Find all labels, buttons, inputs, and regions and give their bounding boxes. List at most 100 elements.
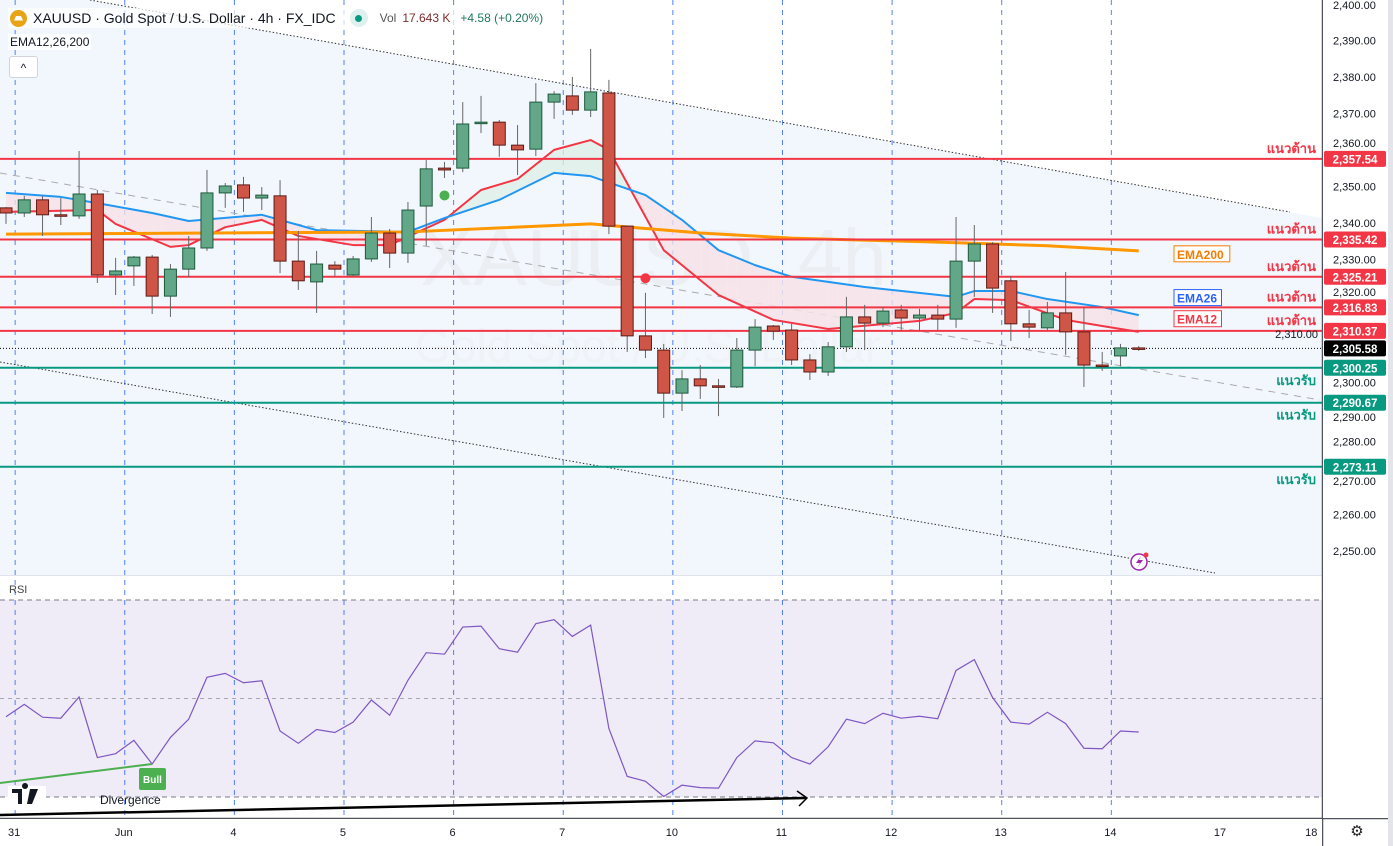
candle[interactable] [1022,309,1036,339]
candle[interactable] [967,225,981,297]
symbol-title[interactable]: XAUUSD · Gold Spot / U.S. Dollar · 4h · … [33,10,336,26]
candle[interactable] [949,216,963,328]
candle[interactable] [163,264,177,317]
candle[interactable] [894,304,908,332]
ema-line-ema26[interactable] [5,171,1139,317]
candle[interactable] [54,198,68,226]
candle[interactable] [218,183,232,208]
candle[interactable] [1077,307,1091,387]
candle[interactable] [913,308,926,332]
rsi-line[interactable] [5,619,1139,798]
candle[interactable] [565,76,579,115]
candle[interactable] [291,230,305,290]
candle[interactable] [1132,346,1146,351]
ema-cloud-segment [353,230,363,246]
candle[interactable] [145,254,159,314]
candle-body [310,263,324,283]
price-level-badge-text: 2,316.83 [1333,303,1378,315]
candle[interactable] [712,378,726,417]
candle-body [675,378,689,394]
candle[interactable] [200,169,214,251]
candle[interactable] [748,319,762,367]
candle[interactable] [511,125,525,176]
candle[interactable] [273,180,287,274]
candle[interactable] [839,296,853,352]
ema-cloud-segment [718,250,728,300]
upper-trendline[interactable] [89,0,1291,213]
candle[interactable] [1004,276,1018,341]
candle[interactable] [986,242,1000,313]
candle-body [54,214,68,217]
candle-body [712,385,726,388]
candle-body [1077,331,1091,366]
ema-cloud-segment [727,253,737,304]
ema-cloud-segment [663,207,673,258]
candle[interactable] [346,256,360,277]
candle[interactable] [785,323,799,366]
candle[interactable] [1040,301,1054,331]
candle[interactable] [657,343,671,418]
candle[interactable] [90,189,104,283]
candle[interactable] [0,207,13,224]
candle[interactable] [602,79,616,235]
candle[interactable] [1059,272,1073,355]
candle[interactable] [821,342,835,376]
price-level-badge-text: 2,325.21 [1333,272,1378,284]
candle-body [858,316,872,324]
candle[interactable] [1113,343,1127,367]
candle-body [419,168,433,207]
candle[interactable] [401,202,415,263]
price-tick-label: 2,270.00 [1333,476,1376,488]
candle[interactable] [237,176,251,212]
ema-cloud-segment [1129,313,1139,332]
candle[interactable] [675,370,689,412]
candle[interactable] [638,292,652,359]
candle[interactable] [1095,351,1109,371]
collapse-legend-button[interactable]: ^ [9,56,38,78]
candle[interactable] [364,216,378,262]
candle[interactable] [876,307,890,328]
candle[interactable] [931,304,945,331]
price-level-badge-text: 2,335.42 [1333,235,1378,247]
candle[interactable] [437,161,451,178]
price-level-badge [1324,299,1386,316]
time-axis[interactable] [0,819,1322,846]
mid-trendline[interactable] [0,172,1321,401]
candle[interactable] [547,91,561,119]
candle[interactable] [255,187,269,211]
candle[interactable] [419,160,433,246]
candle[interactable] [72,150,86,219]
candle[interactable] [730,338,744,389]
price-tick-label: 2,250.00 [1333,546,1376,558]
candle[interactable] [474,95,488,134]
candle[interactable] [492,119,506,157]
candle[interactable] [584,48,598,118]
candle[interactable] [803,354,817,381]
gear-icon[interactable]: ⚙ [1350,823,1364,840]
candle[interactable] [529,83,543,157]
candle[interactable] [328,261,342,277]
ema-cloud-segment [654,201,664,251]
candle[interactable] [693,365,707,399]
indicator-legend[interactable]: EMA12,26,200 [8,34,92,50]
candle[interactable] [383,229,397,269]
candle[interactable] [182,235,196,277]
tradingview-logo[interactable] [8,783,46,806]
candle[interactable] [456,102,470,173]
bull-divergence-line[interactable] [0,763,153,784]
candle-body [72,193,86,217]
candle[interactable] [858,304,872,351]
candle[interactable] [310,250,324,313]
candle[interactable] [620,225,634,352]
candle[interactable] [766,324,780,340]
level-text-resistance: แนวต้าน [1267,222,1316,237]
candle[interactable] [36,195,50,236]
candle[interactable] [127,256,141,286]
trend-arrow-line[interactable] [0,796,807,817]
candle[interactable] [17,195,31,217]
ema-line-ema200[interactable] [5,222,1139,253]
time-tick-label: 17 [1214,827,1226,839]
candle[interactable] [109,257,123,296]
scrollbar[interactable] [1388,0,1393,846]
